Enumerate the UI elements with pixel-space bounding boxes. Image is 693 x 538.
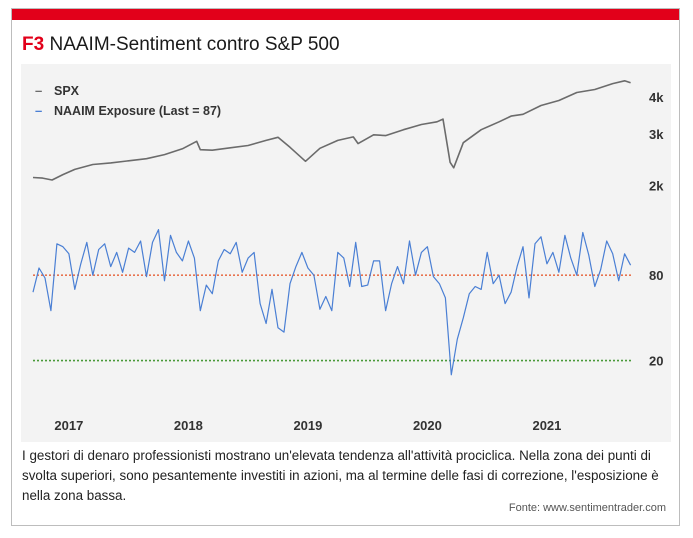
- figure-card: F3 NAAIM-Sentiment contro S&P 500 4k 3k 2k…: [11, 8, 680, 526]
- x-tick-label: 2018: [174, 418, 203, 433]
- x-tick-label: 2020: [413, 418, 442, 433]
- legend-marker: –: [35, 83, 42, 98]
- spx-tick-label: 2k: [649, 179, 664, 194]
- series-line-spx: [32, 79, 631, 181]
- legend-label: SPX: [54, 84, 80, 98]
- x-tick-label: 2017: [54, 418, 83, 433]
- naaim-tick-label: 80: [649, 268, 663, 283]
- x-tick-label: 2019: [293, 418, 322, 433]
- spx-tick-label: 3k: [649, 127, 664, 142]
- naaim-tick-label: 20: [649, 354, 663, 369]
- x-tick-label: 2021: [532, 418, 561, 433]
- legend-label: NAAIM Exposure (Last = 87): [54, 104, 221, 118]
- figure-caption: I gestori di denaro professionisti mostr…: [22, 448, 659, 503]
- chart-area: 4k 3k 2k 80 20 2017 2018 2019 2020 2021 – SPX – NAAIM…: [21, 64, 671, 442]
- figure-title: F3 NAAIM-Sentiment contro S&P 500: [22, 34, 340, 56]
- chart-svg: 4k 3k 2k 80 20 2017 2018 2019 2020 2021 – SPX– NAAIM…: [32, 79, 664, 433]
- series-line-naaim: [32, 229, 632, 376]
- figure-tag: F3: [22, 34, 45, 55]
- spx-tick-label: 4k: [649, 90, 664, 105]
- source-note: Fonte: www.sentimentrader.com: [508, 502, 666, 514]
- figure-title-text: NAAIM-Sentiment contro S&P 500: [49, 34, 340, 55]
- legend-marker: –: [35, 103, 42, 118]
- accent-bar: [12, 9, 679, 20]
